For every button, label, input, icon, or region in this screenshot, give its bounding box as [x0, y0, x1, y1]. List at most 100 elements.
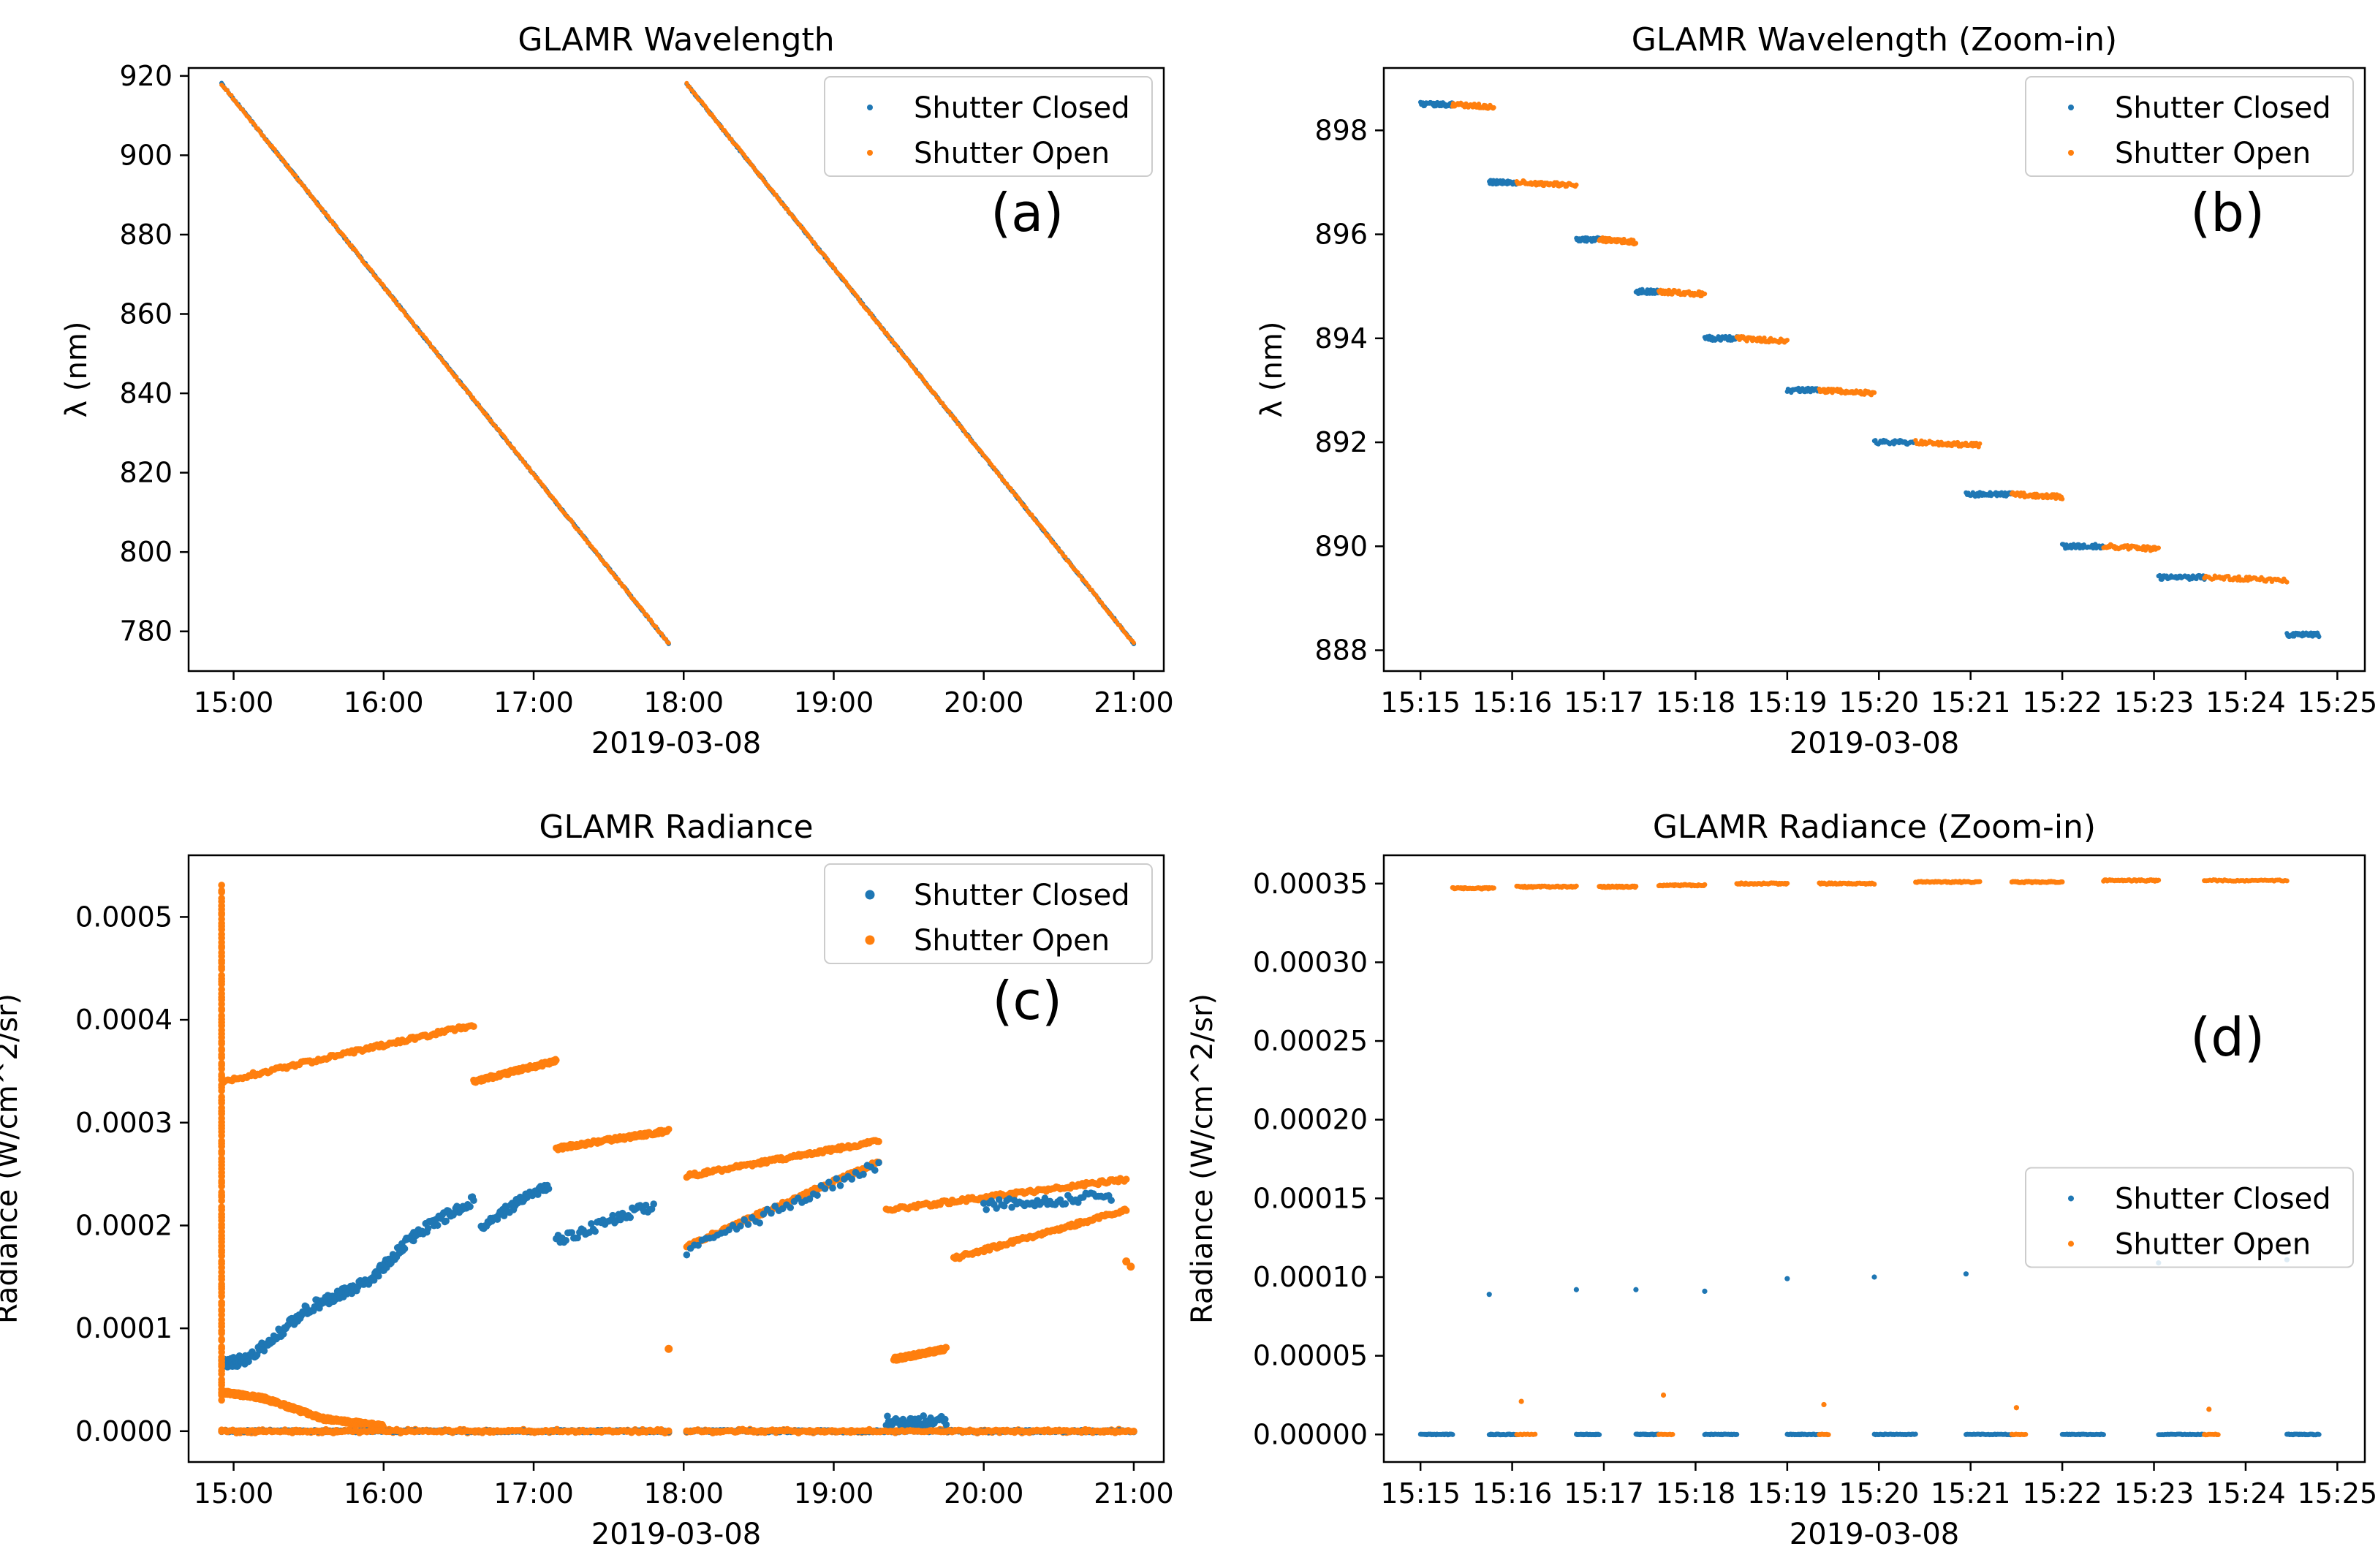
y-tick-label: 0.0004: [75, 1004, 173, 1036]
open-point: [942, 1344, 950, 1352]
x-tick-label: 15:00: [194, 1477, 274, 1510]
x-tick-label: 16:00: [344, 1477, 424, 1510]
open-step-point: [2284, 580, 2290, 585]
closed-point: [609, 1211, 616, 1219]
open-point: [719, 124, 724, 129]
chart-title: GLAMR Wavelength: [518, 21, 834, 58]
legend-marker-closed: [867, 105, 873, 110]
y-axis-label: λ (nm): [60, 322, 94, 418]
open-point: [454, 374, 459, 379]
open-point: [947, 409, 952, 414]
closed-point: [993, 1205, 1000, 1212]
open-point: [664, 1427, 673, 1435]
open-point: [1011, 489, 1016, 494]
closed-step-point: [2157, 572, 2162, 578]
open-step-point: [1476, 102, 1482, 107]
closed-point: [588, 1220, 595, 1227]
open-point: [393, 297, 398, 302]
y-tick-label: 896: [1314, 219, 1368, 251]
closed-point: [860, 1170, 867, 1178]
closed-point: [980, 1200, 988, 1207]
closed-point: [920, 1412, 928, 1420]
y-tick-label: 0.0001: [75, 1312, 173, 1344]
x-tick-label: 15:21: [1931, 686, 2011, 719]
legend-label: Shutter Closed: [914, 91, 1130, 125]
closed-point: [941, 1415, 949, 1423]
closed-point: [626, 1213, 634, 1222]
x-tick-label: 17:00: [493, 1477, 574, 1510]
open-point: [666, 640, 671, 645]
legend-label: Shutter Open: [914, 137, 1110, 170]
open-point: [381, 283, 386, 288]
closed-point: [433, 1222, 442, 1230]
y-tick-label: 780: [119, 616, 173, 648]
panel-label: (b): [2190, 182, 2265, 243]
closed-point: [370, 1276, 378, 1284]
x-tick-label: 15:20: [1839, 686, 1920, 719]
x-axis-label: 2019-03-08: [591, 727, 761, 760]
open-point: [569, 519, 575, 524]
closed-step-point: [2317, 634, 2322, 640]
closed-point: [884, 1412, 891, 1420]
closed-point: [806, 1195, 814, 1203]
x-tick-label: 18:00: [644, 1477, 724, 1510]
open-point: [954, 418, 959, 423]
closed-point: [760, 1211, 768, 1218]
open-point: [890, 338, 895, 343]
open-point: [684, 80, 689, 86]
y-tick-label: 898: [1314, 114, 1368, 146]
y-tick-label: 860: [119, 298, 173, 330]
open-step-point: [1784, 338, 1790, 343]
closed-point: [1000, 1202, 1008, 1210]
closed-point: [470, 1197, 477, 1204]
closed-point: [756, 1219, 763, 1227]
x-tick-label: 15:22: [2022, 686, 2102, 719]
closed-point: [1041, 1194, 1049, 1202]
open-point: [641, 609, 646, 614]
open-point: [664, 1125, 673, 1133]
closed-point: [466, 1202, 474, 1211]
closed-point: [574, 1234, 581, 1242]
closed-point: [375, 1272, 382, 1280]
data-layer: [1417, 99, 2322, 640]
open-step-point: [1631, 238, 1636, 243]
closed-point: [260, 1347, 268, 1355]
closed-point: [982, 1205, 991, 1213]
y-tick-label: 0.0002: [75, 1209, 173, 1241]
closed-point: [1107, 1197, 1115, 1204]
closed-point: [650, 1200, 658, 1208]
open-point: [868, 311, 874, 317]
open-point: [293, 173, 298, 178]
open-step-point: [1491, 105, 1496, 110]
open-point: [468, 392, 473, 397]
open-point: [553, 1056, 560, 1064]
open-point: [1008, 486, 1013, 491]
x-tick-label: 19:00: [794, 1477, 874, 1510]
x-tick-label: 15:18: [1656, 686, 1736, 719]
closed-point: [545, 1185, 553, 1193]
chart-title: GLAMR Radiance: [539, 808, 813, 846]
closed-point: [1061, 1200, 1069, 1208]
closed-point: [942, 1421, 950, 1428]
open-point: [272, 147, 277, 152]
open-point: [463, 387, 469, 392]
closed-point: [833, 1175, 841, 1183]
plot-frame: [1382, 67, 2366, 673]
open-point: [645, 613, 651, 618]
open-point: [1122, 1207, 1130, 1214]
x-tick-label: 15:00: [194, 686, 274, 719]
y-tick-label: 0.0003: [75, 1107, 173, 1139]
open-point: [483, 411, 488, 416]
open-point: [333, 224, 338, 229]
closed-point: [829, 1184, 836, 1192]
closed-point: [814, 1192, 821, 1199]
open-point: [933, 392, 938, 397]
open-point: [370, 269, 375, 274]
closed-point: [768, 1209, 775, 1217]
closed-point: [424, 1224, 432, 1232]
open-point: [349, 243, 354, 248]
open-step-point: [1977, 441, 1983, 447]
y-tick-label: 892: [1314, 426, 1368, 458]
open-point: [427, 341, 432, 346]
